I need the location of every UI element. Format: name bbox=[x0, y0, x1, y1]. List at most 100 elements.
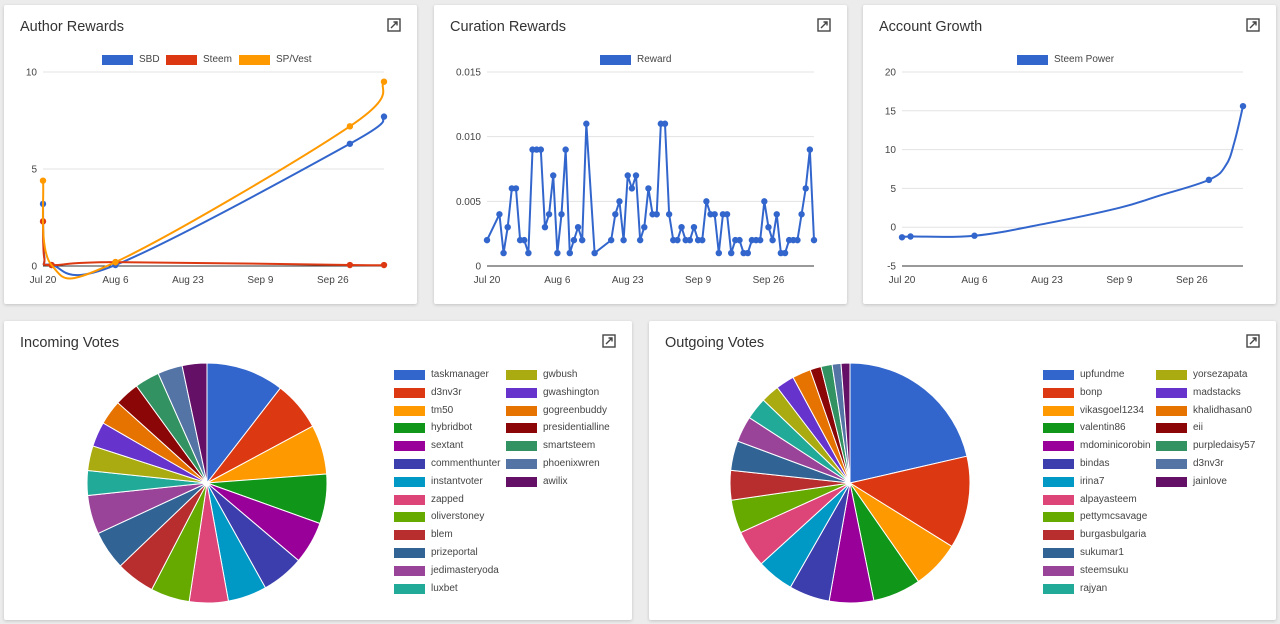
data-point[interactable] bbox=[715, 249, 722, 257]
data-point[interactable] bbox=[483, 236, 491, 244]
data-point[interactable] bbox=[346, 123, 354, 130]
data-point[interactable] bbox=[636, 236, 644, 244]
data-point[interactable] bbox=[612, 211, 619, 218]
data-point[interactable] bbox=[558, 211, 565, 218]
legend-item[interactable]: gwbush bbox=[506, 369, 616, 381]
legend-item[interactable]: prizeportal bbox=[394, 547, 504, 559]
data-point[interactable] bbox=[1205, 176, 1213, 184]
legend-item[interactable]: taskmanager bbox=[394, 369, 504, 381]
data-point[interactable] bbox=[773, 211, 780, 218]
data-point[interactable] bbox=[591, 249, 598, 257]
legend-item[interactable]: jainlove bbox=[1156, 476, 1266, 488]
legend-item[interactable]: irina7 bbox=[1043, 476, 1153, 488]
data-point[interactable] bbox=[645, 185, 652, 192]
legend-item[interactable]: smartsteem bbox=[506, 440, 616, 452]
data-point[interactable] bbox=[380, 113, 388, 120]
data-point[interactable] bbox=[346, 261, 354, 269]
legend-item[interactable]: hybridbot bbox=[394, 422, 504, 434]
legend-item[interactable]: madstacks bbox=[1156, 387, 1266, 399]
legend-item[interactable]: luxbet bbox=[394, 583, 504, 595]
data-point[interactable] bbox=[616, 198, 623, 205]
data-point[interactable] bbox=[728, 249, 735, 257]
data-point[interactable] bbox=[798, 211, 805, 218]
legend-item[interactable]: gogreenbuddy bbox=[506, 405, 616, 417]
legend-item[interactable]: steemsuku bbox=[1043, 565, 1153, 577]
data-point[interactable] bbox=[512, 185, 520, 192]
data-point[interactable] bbox=[521, 236, 528, 244]
data-point[interactable] bbox=[769, 236, 776, 244]
legend-item[interactable]: instantvoter bbox=[394, 476, 504, 488]
legend-item[interactable]: blem bbox=[394, 529, 504, 541]
expand-icon[interactable] bbox=[387, 18, 401, 32]
expand-icon[interactable] bbox=[1246, 334, 1260, 348]
legend-item[interactable]: jedimasteryoda bbox=[394, 565, 504, 577]
legend-item[interactable]: Steem bbox=[166, 54, 232, 66]
data-point[interactable] bbox=[624, 172, 631, 179]
legend-item[interactable]: SBD bbox=[102, 54, 160, 66]
data-point[interactable] bbox=[678, 224, 685, 231]
legend-item[interactable]: purpledaisy57 bbox=[1156, 440, 1266, 452]
legend-item[interactable]: d3nv3r bbox=[1156, 458, 1266, 470]
data-point[interactable] bbox=[810, 236, 818, 244]
data-point[interactable] bbox=[583, 120, 590, 127]
data-point[interactable] bbox=[802, 185, 809, 192]
data-point[interactable] bbox=[570, 236, 578, 244]
legend-item[interactable]: sukumar1 bbox=[1043, 547, 1153, 559]
data-point[interactable] bbox=[112, 258, 119, 266]
legend-item[interactable]: awilix bbox=[506, 476, 616, 488]
legend-item[interactable]: yorsezapata bbox=[1156, 369, 1266, 381]
data-point[interactable] bbox=[380, 78, 388, 85]
data-point[interactable] bbox=[562, 146, 569, 153]
pie-slice-awilix[interactable] bbox=[181, 362, 208, 484]
data-point[interactable] bbox=[744, 249, 751, 257]
legend-item[interactable]: bonp bbox=[1043, 387, 1153, 399]
data-point[interactable] bbox=[736, 236, 743, 244]
legend-item[interactable]: rajyan bbox=[1043, 583, 1153, 595]
legend-item[interactable]: Steem Power bbox=[1017, 54, 1122, 66]
data-point[interactable] bbox=[971, 232, 978, 239]
legend-item[interactable]: Reward bbox=[600, 54, 680, 66]
data-point[interactable] bbox=[661, 120, 669, 127]
legend-item[interactable]: alpayasteem bbox=[1043, 494, 1153, 506]
legend-item[interactable]: phoenixwren bbox=[506, 458, 616, 470]
data-point[interactable] bbox=[574, 224, 582, 231]
data-point[interactable] bbox=[525, 249, 532, 257]
data-point[interactable] bbox=[703, 198, 710, 205]
data-point[interactable] bbox=[711, 211, 718, 218]
legend-item[interactable]: oliverstoney bbox=[394, 511, 504, 523]
legend-item[interactable]: upfundme bbox=[1043, 369, 1153, 381]
data-point[interactable] bbox=[504, 224, 511, 231]
data-point[interactable] bbox=[579, 236, 586, 244]
legend-item[interactable]: vikasgoel1234 bbox=[1043, 405, 1153, 417]
data-point[interactable] bbox=[806, 146, 814, 153]
data-point[interactable] bbox=[346, 140, 354, 147]
data-point[interactable] bbox=[765, 224, 772, 231]
data-point[interactable] bbox=[690, 224, 698, 231]
data-point[interactable] bbox=[1239, 102, 1247, 110]
data-point[interactable] bbox=[545, 211, 553, 218]
data-point[interactable] bbox=[632, 172, 640, 179]
data-point[interactable] bbox=[500, 249, 507, 257]
data-point[interactable] bbox=[628, 185, 636, 192]
data-point[interactable] bbox=[554, 249, 561, 257]
data-point[interactable] bbox=[761, 198, 768, 205]
data-point[interactable] bbox=[674, 236, 681, 244]
data-point[interactable] bbox=[541, 224, 549, 231]
data-point[interactable] bbox=[686, 236, 694, 244]
legend-item[interactable]: commenthunter bbox=[394, 458, 504, 470]
data-point[interactable] bbox=[665, 211, 673, 218]
expand-icon[interactable] bbox=[602, 334, 616, 348]
data-point[interactable] bbox=[620, 236, 627, 244]
data-point[interactable] bbox=[550, 172, 557, 179]
pie-slice-upfundme[interactable] bbox=[849, 362, 968, 484]
legend-item[interactable]: pettymcsavage bbox=[1043, 511, 1153, 523]
legend-item[interactable]: sextant bbox=[394, 440, 504, 452]
data-point[interactable] bbox=[907, 233, 914, 240]
data-point[interactable] bbox=[537, 146, 545, 153]
legend-item[interactable]: SP/Vest bbox=[239, 54, 316, 66]
legend-item[interactable]: gwashington bbox=[506, 387, 616, 399]
data-point[interactable] bbox=[781, 249, 789, 257]
legend-item[interactable]: eii bbox=[1156, 422, 1266, 434]
data-point[interactable] bbox=[566, 249, 573, 257]
legend-item[interactable]: bindas bbox=[1043, 458, 1153, 470]
